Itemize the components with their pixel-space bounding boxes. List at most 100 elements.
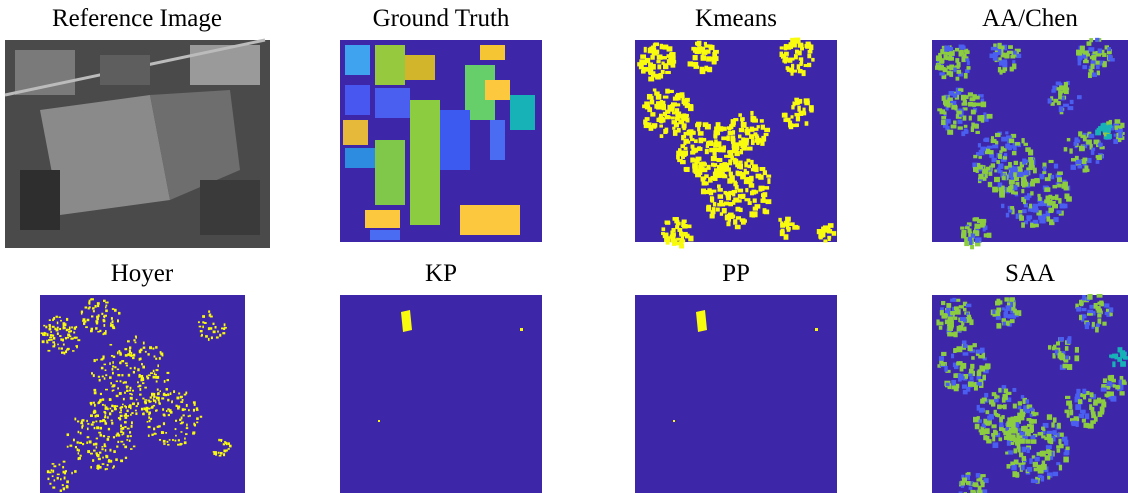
pixel-patch	[643, 120, 647, 125]
pixel-patch	[683, 135, 687, 138]
pixel-patch	[998, 437, 1002, 441]
pixel-patch	[790, 115, 793, 118]
pixel-patch	[1003, 322, 1006, 326]
pixel-patch	[1076, 160, 1082, 165]
pixel-patch	[112, 390, 114, 392]
pixel-patch	[91, 328, 94, 330]
pixel-patch	[741, 122, 747, 128]
pixel-patch	[983, 139, 987, 142]
pixel-patch	[1053, 430, 1057, 435]
pixel-patch	[661, 227, 665, 231]
pixel-patch	[223, 453, 225, 456]
pixel-patch	[679, 232, 683, 237]
pixel-patch	[941, 116, 946, 119]
pixel-patch	[1062, 184, 1068, 189]
pixel-patch	[53, 337, 56, 340]
pixel-patch	[991, 424, 996, 428]
pixel-patch	[120, 415, 123, 417]
pixel-patch	[175, 420, 177, 422]
pixel-patch	[93, 450, 96, 452]
pixel-patch	[1007, 464, 1011, 469]
pixel-patch	[1089, 404, 1092, 410]
pixel-patch	[681, 115, 685, 121]
pixel-patch	[1018, 406, 1022, 409]
pixel-patch	[147, 377, 149, 380]
pixel-patch	[1075, 156, 1079, 160]
pixel-patch	[1086, 53, 1090, 56]
pixel-patch	[1109, 355, 1114, 358]
pixel-patch	[728, 150, 733, 156]
pixel-patch	[982, 169, 988, 174]
pixel-patch	[155, 377, 158, 379]
pixel-patch	[782, 113, 787, 118]
pixel-patch	[1018, 172, 1024, 177]
pixel-patch	[973, 167, 978, 172]
pixel-patch	[218, 439, 220, 441]
pixel-patch	[156, 369, 159, 371]
pixel-patch	[792, 225, 798, 230]
pixel-patch	[202, 315, 205, 318]
pixel-patch	[738, 113, 742, 117]
pixel-patch	[94, 404, 96, 407]
pixel-patch	[146, 410, 148, 412]
pixel-patch	[828, 223, 834, 228]
pixel-patch	[130, 387, 132, 390]
pixel-patch	[1058, 94, 1062, 99]
pixel-patch	[91, 315, 93, 317]
pixel-patch	[87, 436, 90, 438]
pixel-patch	[726, 194, 731, 200]
pixel-patch	[59, 328, 61, 330]
pixel-patch	[143, 347, 146, 349]
pixel-patch	[162, 408, 164, 411]
pixel-patch	[962, 477, 967, 482]
pixel-patch	[175, 435, 177, 437]
pixel-patch	[130, 367, 132, 369]
pixel-patch	[1066, 401, 1072, 406]
pixel-patch	[1070, 100, 1074, 104]
pixel-patch	[976, 473, 981, 478]
pixel-patch	[175, 428, 177, 430]
pixel-patch	[1004, 166, 1008, 170]
pixel-patch	[1096, 155, 1101, 158]
pixel-patch	[141, 408, 143, 411]
pixel-patch	[112, 372, 114, 375]
pixel-patch	[939, 356, 944, 361]
pixel-patch	[219, 455, 222, 457]
pixel-patch	[946, 66, 951, 70]
pixel-patch	[707, 67, 712, 72]
pixel-patch	[939, 72, 945, 75]
pixel-patch	[1023, 199, 1026, 204]
pixel-patch	[104, 377, 106, 379]
pixel-patch	[1097, 313, 1101, 317]
pixel-patch	[47, 470, 50, 473]
pixel-patch	[200, 416, 202, 418]
pixel-patch	[758, 186, 762, 192]
pixel-patch	[93, 310, 95, 312]
pixel-patch	[1037, 194, 1040, 197]
pixel-patch	[1075, 404, 1081, 410]
pixel-patch	[52, 486, 55, 488]
pixel-patch	[956, 77, 960, 81]
pixel-patch	[998, 154, 1002, 159]
pixel-patch	[1101, 388, 1107, 392]
pixel-patch	[997, 404, 1002, 409]
pixel-patch	[215, 451, 217, 453]
pixel-patch	[201, 334, 203, 336]
pixel-patch	[787, 227, 791, 232]
pixel-patch	[941, 301, 945, 305]
pixel-patch	[706, 165, 710, 170]
pixel-patch	[1066, 446, 1070, 450]
pixel-patch	[83, 322, 85, 325]
pixel-patch	[985, 174, 988, 178]
pixel-patch	[52, 326, 55, 328]
pixel-patch	[104, 420, 106, 423]
pixel-patch	[1047, 414, 1052, 420]
pixel-patch	[67, 446, 69, 448]
pixel-patch	[95, 443, 98, 446]
pixel-patch	[116, 395, 119, 397]
pixel-patch	[193, 409, 195, 412]
pixel-patch	[994, 177, 1000, 182]
pixel-patch	[1053, 417, 1057, 422]
pixel-patch	[697, 48, 702, 52]
pixel-patch	[123, 398, 125, 400]
